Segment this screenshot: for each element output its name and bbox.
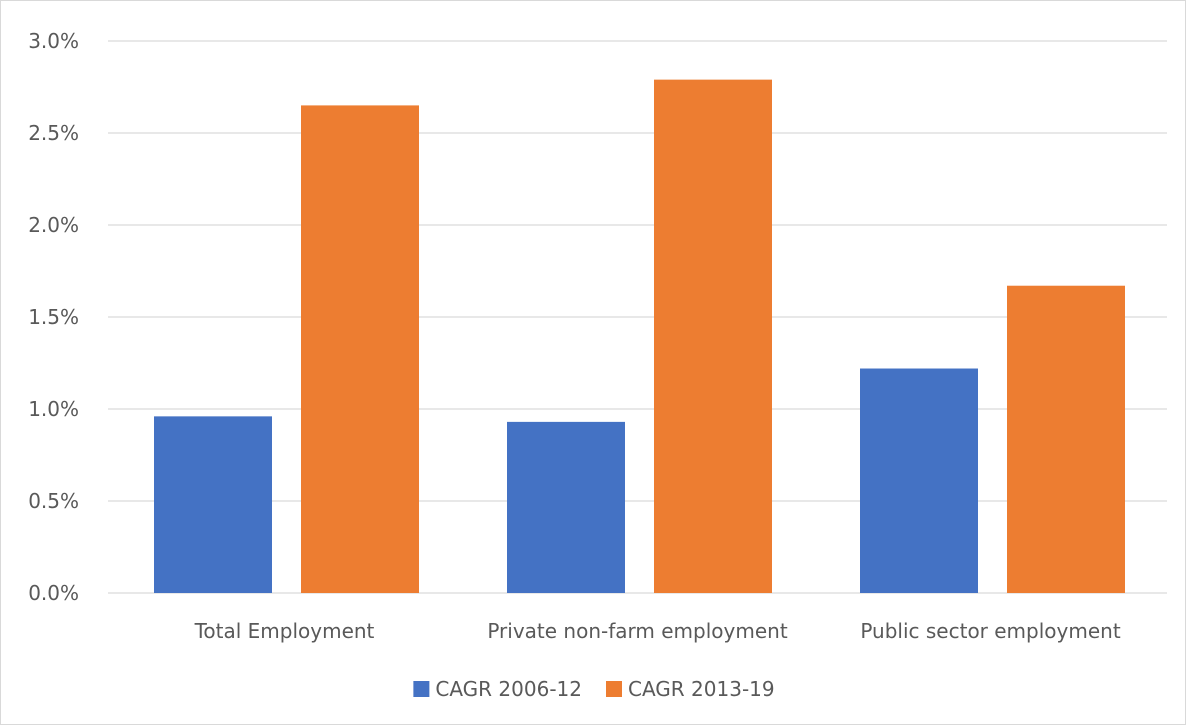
bar-cagr-2013-19 — [654, 79, 772, 593]
y-tick-label: 2.5% — [28, 121, 79, 145]
y-tick-label: 1.0% — [28, 397, 79, 421]
bars — [154, 79, 1125, 594]
y-tick-label: 1.5% — [28, 305, 79, 329]
bar-cagr-2013-19 — [1007, 285, 1125, 593]
legend: CAGR 2006-12 CAGR 2013-19 — [413, 677, 775, 701]
x-category-label: Total Employment — [194, 619, 375, 643]
y-tick-label: 3.0% — [28, 29, 79, 53]
y-tick-label: 0.0% — [28, 581, 79, 605]
gridlines — [108, 40, 1167, 594]
bar-cagr-2006-12 — [507, 421, 625, 593]
x-category-label: Private non-farm employment — [487, 619, 787, 643]
bar-cagr-2006-12 — [860, 368, 978, 593]
x-category-label: Public sector employment — [860, 619, 1121, 643]
y-tick-label: 2.0% — [28, 213, 79, 237]
legend-swatch — [606, 681, 622, 697]
bar-cagr-2013-19 — [301, 105, 419, 594]
y-axis-ticks: 0.0% 0.5% 1.0% 1.5% 2.0% 2.5% 3.0% — [28, 29, 79, 605]
legend-label: CAGR 2006-12 — [435, 677, 582, 701]
x-axis-categories: Total Employment Private non-farm employm… — [194, 619, 1121, 643]
bar-cagr-2006-12 — [154, 416, 272, 593]
legend-label: CAGR 2013-19 — [628, 677, 775, 701]
y-tick-label: 0.5% — [28, 489, 79, 513]
legend-swatch — [413, 681, 430, 697]
